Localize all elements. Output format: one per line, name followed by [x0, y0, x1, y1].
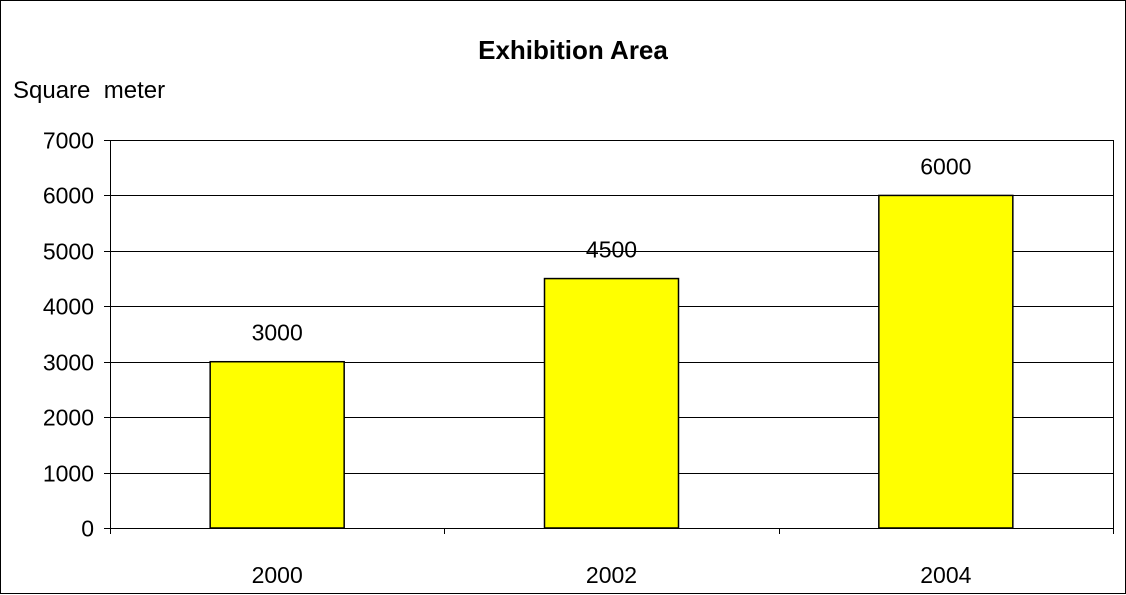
x-tick-label: 2000: [252, 562, 303, 588]
chart-title: Exhibition Area: [478, 35, 668, 65]
y-tick-label: 0: [81, 516, 94, 542]
x-tick-label: 2002: [586, 562, 637, 588]
y-tick-label: 3000: [43, 350, 94, 376]
bar-2004: [878, 194, 1014, 529]
bar-2000: [209, 360, 345, 529]
data-label: 4500: [586, 237, 637, 263]
data-labels: 3000 4500 6000: [252, 153, 972, 345]
x-tick-label: 2004: [920, 562, 971, 588]
bar-2002: [543, 277, 680, 529]
y-tick-label: 6000: [43, 183, 94, 209]
axes: [104, 140, 1114, 534]
data-label: 3000: [252, 320, 303, 346]
y-tick-label: 2000: [43, 405, 94, 431]
y-tick-label: 5000: [43, 239, 94, 265]
bars: [209, 194, 1014, 529]
y-axis-unit-label: Square meter: [13, 77, 165, 104]
y-tick-label: 7000: [43, 128, 94, 154]
y-tick-label: 1000: [43, 461, 94, 487]
x-tick-labels: 2000 2002 2004: [252, 562, 972, 588]
y-tick-label: 4000: [43, 294, 94, 320]
plot-area-border: [110, 140, 1114, 529]
data-label: 6000: [920, 153, 971, 179]
y-tick-labels: 0 1000 2000 3000 4000 5000 6000 7000: [43, 128, 94, 542]
